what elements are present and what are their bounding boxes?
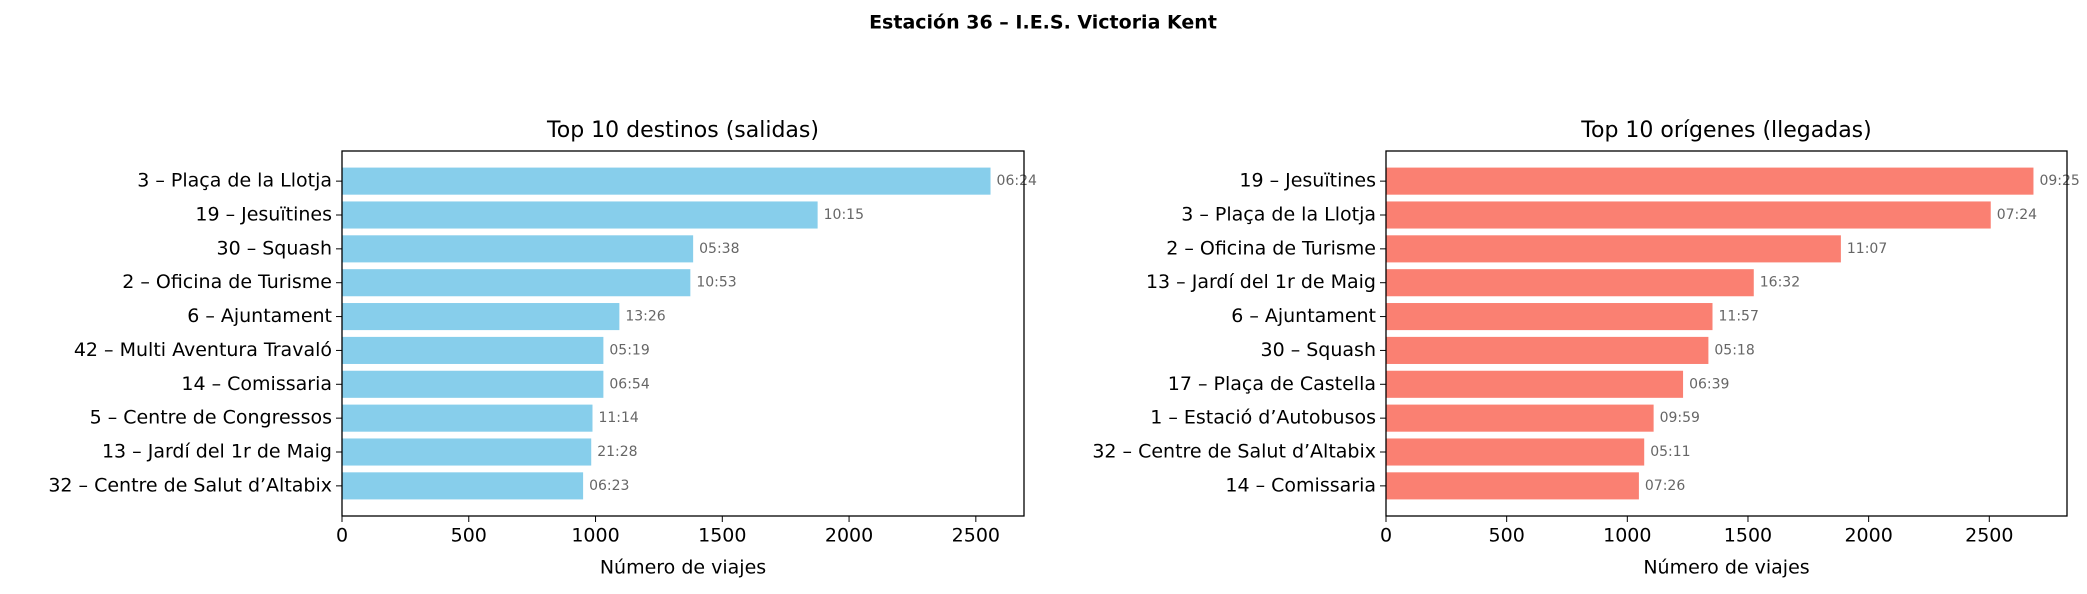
bar	[342, 472, 584, 500]
x-axis-label: Número de viajes	[600, 557, 766, 579]
bar	[342, 167, 991, 195]
y-tick-label: 32 – Centre de Salut d’Altabix	[48, 474, 332, 496]
bar-annotation: 21:28	[597, 444, 637, 460]
bar	[1386, 269, 1754, 297]
bar-annotation: 11:14	[598, 410, 638, 426]
bar-annotation: 10:53	[696, 275, 736, 291]
x-axis-label: Número de viajes	[1643, 557, 1809, 579]
bar-annotation: 16:32	[1760, 275, 1800, 291]
bar	[1386, 303, 1713, 331]
bar	[342, 201, 818, 229]
x-tick-label: 0	[336, 525, 348, 547]
y-tick-label: 3 – Plaça de la Llotja	[1181, 203, 1376, 225]
bar	[342, 438, 592, 466]
y-tick-label: 19 – Jesuïtines	[195, 203, 332, 225]
y-tick-label: 2 – Oficina de Turisme	[1166, 237, 1376, 259]
bar-annotation: 06:39	[1689, 376, 1729, 392]
bar-annotation: 05:18	[1714, 342, 1754, 358]
subplot-title: Top 10 orígenes (llegadas)	[1580, 118, 1871, 143]
bar-annotation: 13:26	[625, 309, 665, 325]
bar	[1386, 235, 1841, 263]
y-tick-label: 32 – Centre de Salut d’Altabix	[1092, 441, 1376, 463]
x-tick-label: 1500	[698, 525, 746, 547]
bar	[342, 370, 604, 398]
bar-annotation: 06:23	[589, 478, 629, 494]
bar-annotation: 05:19	[609, 342, 649, 358]
y-tick-label: 1 – Estació d’Autobusos	[1150, 407, 1376, 429]
y-tick-label: 13 – Jardí del 1r de Maig	[1146, 271, 1376, 293]
bar-annotation: 05:11	[1650, 444, 1690, 460]
figure-title: Estación 36 – I.E.S. Victoria Kent	[869, 12, 1217, 34]
subplot-title: Top 10 destinos (salidas)	[546, 118, 819, 143]
x-tick-label: 1500	[1724, 525, 1772, 547]
y-tick-label: 14 – Comissaria	[1225, 474, 1376, 496]
y-tick-label: 30 – Squash	[1260, 339, 1376, 361]
x-tick-label: 2500	[952, 525, 1000, 547]
x-tick-label: 2000	[825, 525, 873, 547]
axes-frame	[1385, 150, 2068, 517]
y-tick-label: 6 – Ajuntament	[1231, 305, 1376, 327]
bar-annotation: 11:57	[1719, 309, 1759, 325]
bar	[1386, 201, 1991, 229]
x-tick-label: 2000	[1844, 525, 1892, 547]
bar	[1386, 336, 1709, 364]
bar	[1386, 404, 1654, 432]
bar-annotation: 05:38	[699, 241, 739, 257]
y-tick-label: 2 – Oficina de Turisme	[122, 271, 332, 293]
x-tick-label: 500	[1489, 525, 1525, 547]
bar	[1386, 472, 1639, 500]
bar-annotation: 09:25	[2039, 173, 2079, 189]
y-tick-label: 30 – Squash	[216, 237, 332, 259]
y-tick-label: 42 – Multi Aventura Travaló	[74, 339, 332, 361]
bar-annotation: 06:24	[997, 173, 1037, 189]
y-tick-label: 6 – Ajuntament	[187, 305, 332, 327]
bar	[342, 235, 694, 263]
bar-annotation: 10:15	[824, 207, 864, 223]
bar-annotation: 11:07	[1847, 241, 1887, 257]
y-tick-label: 13 – Jardí del 1r de Maig	[102, 441, 332, 463]
bar-annotation: 09:59	[1660, 410, 1700, 426]
bar	[342, 269, 691, 297]
bar-annotation: 07:26	[1645, 478, 1685, 494]
y-tick-label: 17 – Plaça de Castella	[1168, 373, 1376, 395]
y-tick-label: 14 – Comissaria	[181, 373, 332, 395]
y-tick-label: 3 – Plaça de la Llotja	[137, 170, 332, 192]
bar	[1386, 438, 1645, 466]
y-tick-label: 19 – Jesuïtines	[1239, 170, 1376, 192]
axes-frame	[341, 150, 1025, 517]
bar	[342, 336, 604, 364]
bar	[1386, 167, 2034, 195]
x-tick-label: 2500	[1965, 525, 2013, 547]
x-tick-label: 500	[451, 525, 487, 547]
x-tick-label: 0	[1380, 525, 1392, 547]
x-tick-label: 1000	[1603, 525, 1651, 547]
bar	[342, 303, 620, 331]
y-tick-label: 5 – Centre de Congressos	[90, 407, 332, 429]
bar	[342, 404, 593, 432]
bar-annotation: 07:24	[1997, 207, 2037, 223]
x-tick-label: 1000	[571, 525, 619, 547]
bar	[1386, 370, 1684, 398]
bar-annotation: 06:54	[609, 376, 649, 392]
